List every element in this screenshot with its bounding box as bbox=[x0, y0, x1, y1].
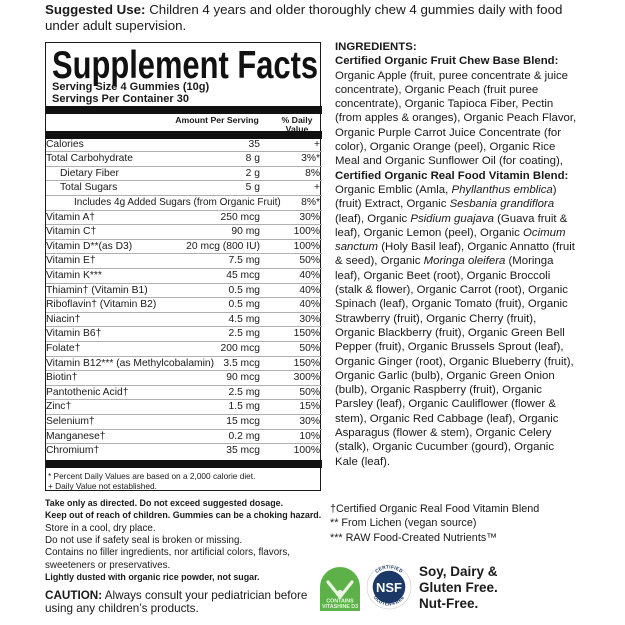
svg-text:VITASHINE D3: VITASHINE D3 bbox=[322, 604, 358, 610]
svg-text:NSF: NSF bbox=[376, 580, 402, 595]
